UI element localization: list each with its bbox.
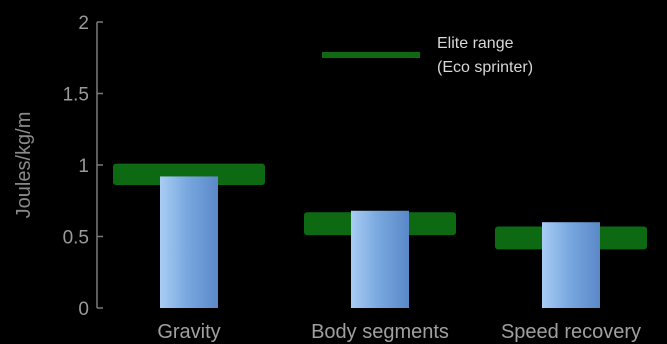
x-category-label: Speed recovery (501, 321, 641, 343)
legend: Elite range (Eco sprinter) (322, 35, 533, 76)
bar (351, 210, 409, 308)
y-tick-label: 1 (78, 156, 89, 177)
axes (96, 21, 103, 309)
bar (160, 176, 218, 308)
y-axis-title: Joules/kg/m (13, 112, 35, 219)
x-category-label: Body segments (311, 321, 449, 343)
x-category-label: Gravity (157, 321, 220, 343)
y-tick-label: 1.5 (63, 85, 89, 106)
bars (160, 176, 600, 308)
y-tick-label: 0 (78, 299, 89, 320)
legend-label: (Eco sprinter) (437, 59, 533, 76)
legend-label: Elite range (437, 35, 514, 52)
bar (542, 222, 600, 308)
y-tick-label: 2 (78, 13, 89, 34)
labels: 0 0.5 1 1.5 2 Joules/kg/m Gravity Body segments… (13, 13, 641, 343)
y-tick-label: 0.5 (63, 228, 89, 249)
elite-range-band (113, 163, 265, 186)
